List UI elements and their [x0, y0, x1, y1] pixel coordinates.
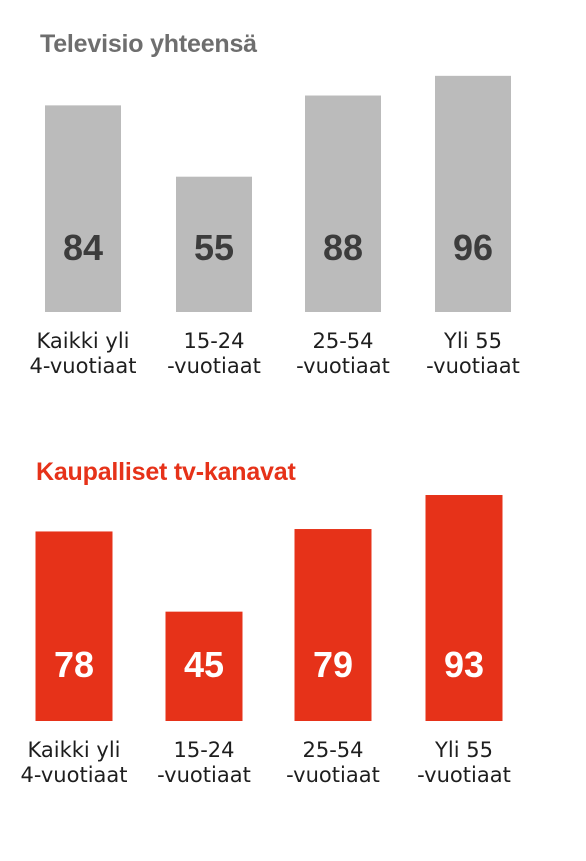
category-label: 15-24 -vuotiaat [167, 329, 261, 378]
chart-title: Televisio yhteensä [40, 30, 257, 58]
bar [176, 176, 252, 312]
bar [305, 95, 381, 313]
bar [35, 531, 113, 721]
category-label: Yli 55 -vuotiaat [417, 738, 511, 787]
data-label: 88 [323, 227, 363, 268]
data-label: 84 [63, 227, 103, 268]
data-label: 93 [444, 644, 484, 685]
bar [425, 495, 503, 721]
data-label: 78 [54, 644, 94, 685]
bar [294, 529, 372, 721]
category-label: Kaikki yli 4-vuotiaat [21, 738, 128, 787]
bar [165, 611, 243, 721]
data-label: 45 [184, 644, 224, 685]
bar [435, 75, 511, 312]
category-label: 15-24 -vuotiaat [157, 738, 251, 787]
category-label: Kaikki yli 4-vuotiaat [30, 329, 137, 378]
chart-televisio-yhteensa: 84 Kaikki yli 4-vuotiaat 55 15-24 -vuotiaat 88… [30, 75, 520, 378]
category-label: 25-54 -vuotiaat [286, 738, 380, 787]
chart-kaupalliset-tv-kanavat: 78 Kaikki yli 4-vuotiaat 45 15-24 -vuotiaat 79… [21, 495, 511, 787]
chart-title: Kaupalliset tv-kanavat [36, 458, 296, 486]
category-label: Yli 55 -vuotiaat [426, 329, 520, 378]
bar [45, 105, 121, 312]
data-label: 55 [194, 227, 234, 268]
category-label: 25-54 -vuotiaat [296, 329, 390, 378]
data-label: 96 [453, 227, 493, 268]
data-label: 79 [313, 644, 353, 685]
